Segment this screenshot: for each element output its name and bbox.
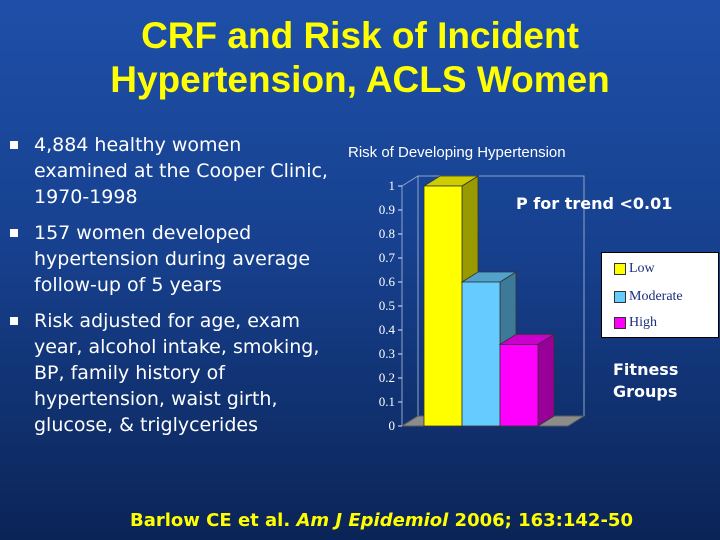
y-tick-label: 0.9	[379, 202, 395, 217]
legend-item-low: Low	[614, 261, 655, 281]
y-tick-label: 0.6	[379, 274, 396, 289]
legend-label-low: Low	[629, 261, 655, 276]
bullet-marker-icon	[10, 317, 18, 325]
citation-journal: Am J Epidemiol	[296, 510, 449, 531]
fitness-label-line-2: Groups	[613, 382, 678, 401]
chart-title: Risk of Developing Hypertension	[348, 144, 566, 161]
p-trend-annotation: P for trend <0.01	[516, 194, 673, 213]
title-line-1: CRF and Risk of Incident	[141, 15, 579, 56]
y-tick-label: 0.4	[379, 322, 396, 337]
slide-title: CRF and Risk of Incident Hypertension, A…	[0, 14, 720, 102]
bar-high-side	[537, 333, 555, 427]
legend-swatch-low	[614, 262, 626, 275]
legend-item-moderate: Moderate	[614, 289, 683, 309]
chart-legend: Low Moderate High	[601, 252, 719, 338]
citation-authors: Barlow CE et al.	[130, 510, 297, 531]
y-tick-label: 0	[389, 418, 396, 433]
bar-chart: 0 0.1 0.2 0.3 0.4 0.5 0.6 0.7 0.8 0.9 1	[379, 175, 586, 433]
bar-moderate	[461, 281, 501, 427]
y-tick-label: 0.7	[379, 250, 396, 265]
y-tick-label: 0.5	[379, 298, 395, 313]
y-tick-label: 0.8	[379, 226, 395, 241]
legend-label-moderate: Moderate	[629, 289, 683, 304]
citation: Barlow CE et al. Am J Epidemiol 2006; 16…	[130, 510, 633, 531]
bar-low	[423, 185, 463, 427]
legend-swatch-moderate	[614, 290, 626, 303]
bullet-item: 157 women developed hypertension during …	[10, 220, 340, 298]
bullet-item: 4,884 healthy women examined at the Coop…	[10, 132, 340, 210]
bullet-text: Risk adjusted for age, exam year, alcoho…	[34, 310, 320, 436]
bullet-marker-icon	[10, 229, 18, 237]
legend-swatch-high	[614, 316, 626, 329]
bullet-text: 4,884 healthy women examined at the Coop…	[34, 134, 328, 208]
legend-label-high: High	[629, 315, 657, 330]
bullet-text: 157 women developed hypertension during …	[34, 222, 311, 296]
title-line-2: Hypertension, ACLS Women	[110, 59, 610, 100]
chart-side-wall	[401, 175, 419, 427]
legend-item-high: High	[614, 315, 657, 335]
bullet-list: 4,884 healthy women examined at the Coop…	[10, 132, 340, 448]
fitness-groups-label: Fitness Groups	[613, 359, 678, 403]
y-tick-label: 1	[389, 178, 396, 193]
bullet-marker-icon	[10, 141, 18, 149]
y-tick-label: 0.3	[379, 346, 395, 361]
y-tick-label: 0.1	[379, 394, 395, 409]
fitness-label-line-1: Fitness	[613, 360, 679, 379]
bullet-item: Risk adjusted for age, exam year, alcoho…	[10, 308, 340, 438]
bar-high	[499, 343, 539, 427]
citation-details: 2006; 163:142-50	[448, 510, 633, 531]
y-tick-label: 0.2	[379, 370, 395, 385]
